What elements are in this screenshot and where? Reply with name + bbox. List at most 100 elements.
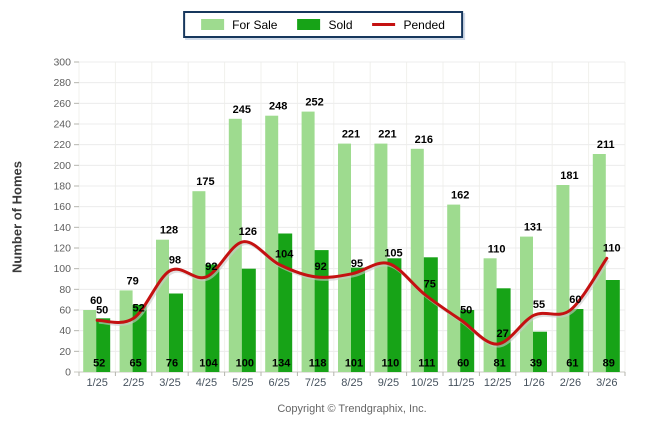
label-for-sale-5/25: 245 <box>233 104 251 116</box>
x-tick-8/25: 8/25 <box>341 377 362 389</box>
vertical-gridlines <box>78 62 626 372</box>
bar-for-sale-3/25 <box>156 239 169 372</box>
bar-sold-4/25 <box>205 264 220 372</box>
label-sold-5/25: 100 <box>236 358 254 370</box>
y-tick-220: 220 <box>53 139 71 151</box>
sold-bars <box>96 233 620 372</box>
bar-for-sale-12/25 <box>483 258 497 372</box>
label-for-sale-12/25: 110 <box>488 243 506 255</box>
y-tick-260: 260 <box>53 98 71 110</box>
label-pended-5/25: 126 <box>239 226 257 238</box>
label-sold-7/25: 118 <box>309 358 327 370</box>
bar-sold-10/25 <box>423 257 438 372</box>
label-pended-3/25: 98 <box>169 255 181 267</box>
label-sold-1/25: 52 <box>93 358 105 370</box>
label-pended-6/25: 104 <box>275 249 294 261</box>
legend-item-pended: Pended <box>372 17 445 32</box>
value-labels: 6050527952651289876175921042451261002481… <box>90 97 621 370</box>
label-pended-1/25: 50 <box>96 304 108 316</box>
label-sold-9/25: 110 <box>382 358 400 370</box>
y-tick-140: 140 <box>53 222 71 234</box>
x-tick-7/25: 7/25 <box>305 377 326 389</box>
label-pended-8/25: 95 <box>351 258 363 270</box>
label-pended-3/26: 110 <box>603 242 621 254</box>
pended-line <box>95 240 609 346</box>
y-tick-80: 80 <box>59 284 71 296</box>
x-tick-5/25: 5/25 <box>232 377 253 389</box>
x-tick-1/26: 1/26 <box>523 377 544 389</box>
label-sold-10/25: 111 <box>418 358 435 370</box>
bar-for-sale-1/26 <box>520 236 533 372</box>
label-for-sale-6/25: 248 <box>269 101 287 113</box>
bar-for-sale-2/25 <box>119 290 133 372</box>
label-sold-6/25: 134 <box>272 358 291 370</box>
legend-item-sold: Sold <box>297 17 353 32</box>
y-tick-0: 0 <box>65 367 71 379</box>
bar-sold-12/25 <box>496 288 511 372</box>
label-pended-11/25: 50 <box>460 304 472 316</box>
bar-sold-3/26 <box>605 280 620 372</box>
label-for-sale-10/25: 216 <box>415 134 433 146</box>
label-sold-2/26: 61 <box>566 358 578 370</box>
y-tick-40: 40 <box>59 325 71 337</box>
label-sold-8/25: 101 <box>345 358 363 370</box>
label-sold-12/25: 81 <box>493 358 505 370</box>
label-sold-3/25: 76 <box>166 358 178 370</box>
x-tick-1/25: 1/25 <box>86 377 107 389</box>
x-tick-2/26: 2/26 <box>560 377 581 389</box>
bar-sold-2/26 <box>569 309 584 372</box>
x-axis <box>74 371 626 376</box>
x-tick-9/25: 9/25 <box>378 377 399 389</box>
y-tick-180: 180 <box>53 181 71 193</box>
bar-sold-3/25 <box>169 293 183 372</box>
label-sold-2/25: 65 <box>129 358 141 370</box>
label-pended-12/25: 27 <box>496 328 508 340</box>
label-for-sale-9/25: 221 <box>378 129 396 141</box>
for-sale-bars <box>83 111 606 372</box>
legend-label-1: Sold <box>328 17 353 32</box>
x-axis-labels: 1/25 2/25 3/25 4/25 5/25 6/25 7/25 8/25 9/25 10/2… <box>86 377 617 389</box>
label-sold-3/26: 89 <box>603 358 615 370</box>
label-for-sale-1/26: 131 <box>524 222 542 234</box>
x-tick-2/25: 2/25 <box>123 377 144 389</box>
copyright-text: Copyright © Trendgraphix, Inc. <box>277 403 427 415</box>
legend-bar-swatch-1 <box>297 19 321 30</box>
label-pended-1/26: 55 <box>533 299 545 311</box>
label-for-sale-7/25: 252 <box>305 97 323 109</box>
label-for-sale-8/25: 221 <box>342 129 360 141</box>
y-tick-120: 120 <box>53 243 71 255</box>
label-for-sale-1/25: 60 <box>90 295 102 307</box>
label-for-sale-4/25: 175 <box>196 176 214 188</box>
y-tick-20: 20 <box>59 346 71 358</box>
label-for-sale-11/25: 162 <box>451 190 469 202</box>
bar-sold-11/25 <box>460 310 475 372</box>
x-tick-3/25: 3/25 <box>159 377 180 389</box>
label-pended-7/25: 92 <box>314 261 326 273</box>
y-tick-60: 60 <box>59 305 71 317</box>
bar-for-sale-4/25 <box>192 191 206 372</box>
label-sold-11/25: 60 <box>457 358 469 370</box>
bar-sold-1/26 <box>533 331 547 372</box>
x-tick-10/25: 10/25 <box>411 377 439 389</box>
bar-for-sale-1/25 <box>83 310 97 372</box>
y-tick-240: 240 <box>53 119 71 131</box>
bar-sold-2/25 <box>132 304 147 372</box>
y-tick-160: 160 <box>53 201 71 213</box>
y-axis-title: Number of Homes <box>9 161 25 273</box>
y-tick-100: 100 <box>53 263 71 275</box>
label-sold-4/25: 104 <box>199 358 218 370</box>
label-for-sale-3/25: 128 <box>160 225 178 237</box>
bar-for-sale-8/25 <box>338 143 351 372</box>
label-for-sale-3/26: 211 <box>597 139 615 151</box>
legend-label-2: Pended <box>403 17 445 32</box>
label-for-sale-2/26: 181 <box>560 170 578 182</box>
label-pended-2/25: 52 <box>132 302 144 314</box>
legend-bar-swatch-0 <box>201 19 225 30</box>
y-tick-200: 200 <box>53 160 71 172</box>
bar-sold-9/25 <box>387 258 402 372</box>
legend-line-swatch-2 <box>372 23 396 26</box>
y-axis-labels: 0 20 40 60 80 100 120 140 160 180 200 220 240 260 280 3… <box>53 57 71 379</box>
legend-item-for-sale: For Sale <box>201 18 277 32</box>
